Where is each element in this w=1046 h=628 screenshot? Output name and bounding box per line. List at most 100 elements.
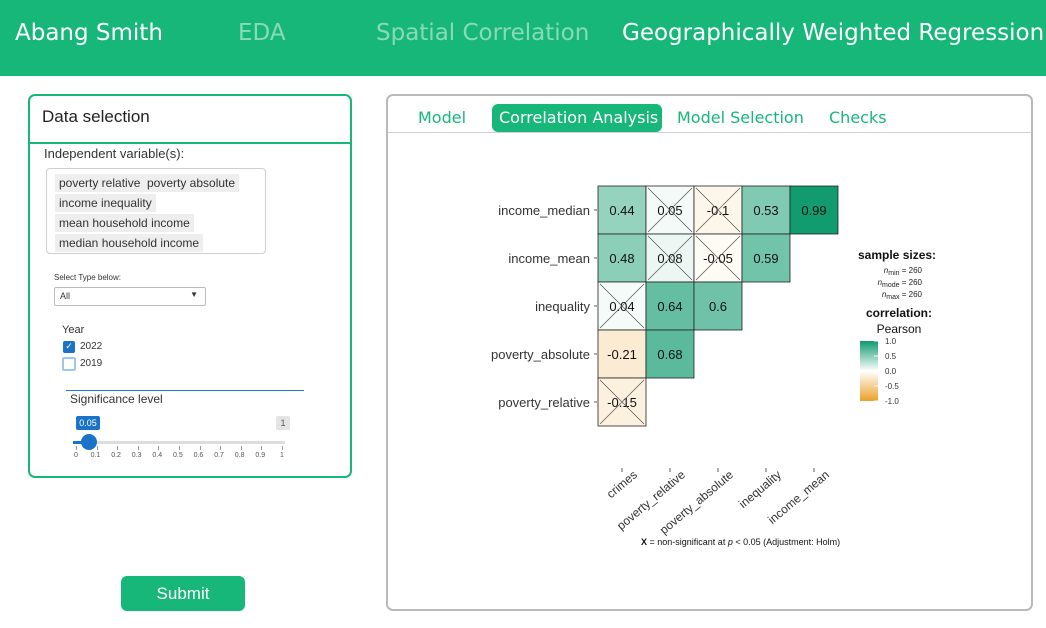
cell-value-label: 0.6	[709, 299, 727, 314]
independent-variables-label: Independent variable(s):	[44, 146, 185, 161]
colorbar	[860, 341, 878, 401]
heatmap-cell	[645, 281, 695, 331]
heatmap-cell	[645, 329, 695, 379]
nonsig-cross	[599, 283, 645, 329]
row-label: poverty_relative	[498, 395, 590, 410]
slider-tick-label: 0.5	[173, 452, 183, 459]
nonsig-cross	[695, 235, 741, 281]
main-panel: Model Correlation Analysis Model Selecti…	[386, 94, 1033, 611]
slider-tick-label: 0.4	[152, 452, 163, 459]
row-label: income_mean	[508, 251, 590, 266]
heatmap-cell	[693, 281, 743, 331]
slider-tick-label: 0.8	[234, 452, 245, 459]
sample-size-label: nmax = 260	[882, 290, 923, 301]
sample-size-label: nmode = 260	[878, 278, 923, 289]
cell-value-label: 0.59	[753, 251, 778, 266]
nav-spatial-correlation[interactable]: Spatial Correlation	[376, 20, 590, 46]
year-2022-checkbox[interactable]: ✓	[63, 341, 75, 353]
tabs-divider	[388, 132, 1031, 133]
chip-mean-household-income[interactable]: mean household income	[55, 214, 194, 232]
independent-variables-select[interactable]: poverty relative poverty absolute income…	[46, 168, 266, 254]
nav-gwr[interactable]: Geographically Weighted Regression	[622, 20, 1045, 46]
cell-value-label: -0.1	[707, 203, 729, 218]
slider-tick	[261, 446, 263, 450]
heatmap-cell	[741, 233, 791, 283]
cell-value-label: 0.08	[657, 251, 682, 266]
tab-model-selection[interactable]: Model Selection	[677, 108, 804, 127]
tab-model[interactable]: Model	[418, 108, 467, 127]
nonsig-cross	[647, 187, 693, 233]
year-2019-checkbox[interactable]	[62, 357, 76, 371]
colorbar-label: -1.0	[885, 397, 899, 406]
chip-median-household-income[interactable]: median household income	[55, 234, 204, 252]
colorbar-label: 0.5	[885, 352, 897, 361]
select-type-value: All	[60, 291, 71, 301]
column-label: crimes	[604, 468, 640, 501]
chip-income-inequality[interactable]: income inequality	[55, 194, 156, 212]
cell-value-label: 0.05	[657, 203, 682, 218]
year-2019-label: 2019	[80, 358, 103, 369]
cell-value-label: -0.05	[703, 251, 733, 266]
slider-tick-label: 0.9	[255, 452, 266, 459]
top-navbar: Abang Smith EDA Spatial Correlation Geog…	[0, 0, 1046, 76]
nonsig-cross	[599, 379, 645, 425]
chip-poverty-relative[interactable]: poverty relative	[55, 174, 145, 192]
brand-title[interactable]: Abang Smith	[15, 20, 163, 46]
slider-tick-label: 1	[280, 452, 284, 459]
column-label: inequality	[736, 468, 784, 511]
heatmap-cell	[597, 329, 647, 379]
slider-value-badge: 0.05	[76, 416, 100, 430]
slider-fill	[73, 441, 87, 444]
colorbar-label: 1.0	[885, 337, 897, 346]
slider-max-badge: 1	[276, 416, 290, 430]
cell-value-label: 0.48	[609, 251, 634, 266]
cell-value-label: 0.64	[657, 299, 682, 314]
slider-tick	[96, 446, 98, 450]
chevron-down-icon: ▼	[190, 290, 198, 299]
select-type-dropdown[interactable]: All ▼	[54, 287, 206, 306]
submit-button[interactable]: Submit	[121, 576, 245, 611]
cell-value-label: -0.15	[607, 395, 637, 410]
slider-tick	[158, 446, 160, 450]
row-label: inequality	[535, 299, 590, 314]
slider-tick-label: 0.2	[111, 452, 121, 459]
data-selection-panel: Data selection Independent variable(s): …	[28, 94, 352, 478]
slider-handle[interactable]	[81, 434, 97, 450]
slider-tick	[220, 446, 222, 450]
slider-tick-label: 0.6	[193, 452, 204, 459]
nav-eda[interactable]: EDA	[238, 20, 286, 46]
sample-sizes-title: sample sizes:	[858, 248, 936, 262]
correlation-title: correlation:	[866, 306, 932, 320]
slider-tick	[117, 446, 119, 450]
nonsig-cross	[647, 235, 693, 281]
sample-size-label: nmin = 260	[884, 266, 923, 277]
significance-label: Significance level	[70, 392, 163, 406]
slider-tick-label: 0	[74, 452, 78, 459]
panel-title: Data selection	[42, 107, 150, 126]
colorbar-label: -0.5	[885, 382, 899, 391]
chip-poverty-absolute[interactable]: poverty absolute	[143, 174, 240, 192]
row-label: income_median	[498, 203, 590, 218]
colorbar-label: 0.0	[885, 367, 897, 376]
check-icon: ✓	[65, 342, 73, 352]
tab-checks[interactable]: Checks	[829, 108, 887, 127]
slider-tick-label: 0.1	[90, 452, 101, 459]
cell-value-label: 0.99	[801, 203, 826, 218]
nonsig-cross	[695, 187, 741, 233]
correlation-method: Pearson	[877, 322, 922, 336]
cell-value-label: 0.68	[657, 347, 682, 362]
cell-value-label: 0.04	[609, 299, 634, 314]
year-2022-label: 2022	[80, 341, 103, 352]
year-label: Year	[62, 324, 85, 336]
cell-value-label: -0.21	[607, 347, 637, 362]
tab-correlation-analysis[interactable]: Correlation Analysis	[492, 104, 662, 132]
panel-header: Data selection	[30, 96, 350, 144]
slider-tick	[76, 446, 77, 450]
section-divider	[66, 390, 304, 391]
select-type-label: Select Type below:	[54, 273, 122, 282]
row-label: poverty_absolute	[491, 347, 590, 362]
slider-track[interactable]	[73, 441, 285, 444]
heatmap-cell	[789, 185, 839, 235]
slider-tick	[199, 446, 201, 450]
slider-tick-label: 0.7	[214, 452, 224, 459]
